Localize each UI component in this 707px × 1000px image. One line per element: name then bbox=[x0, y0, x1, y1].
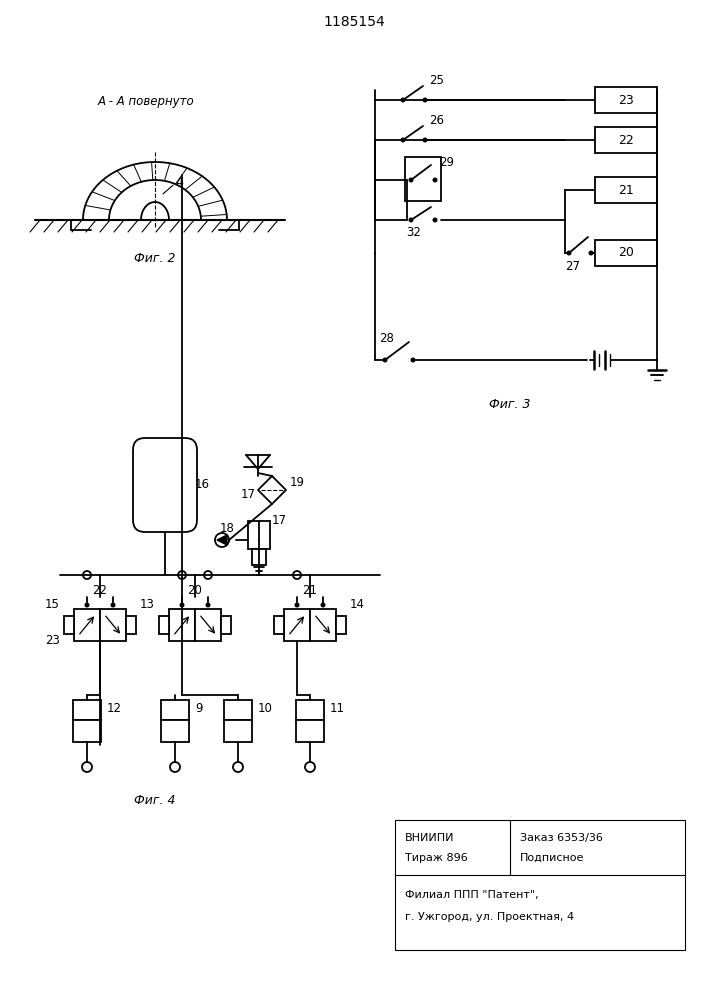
Circle shape bbox=[423, 137, 428, 142]
Text: 19: 19 bbox=[290, 476, 305, 488]
Bar bbox=[248, 521, 270, 549]
Text: 32: 32 bbox=[406, 227, 421, 239]
Text: Тираж 896: Тираж 896 bbox=[405, 853, 468, 863]
Text: 28: 28 bbox=[379, 332, 394, 344]
Circle shape bbox=[320, 602, 325, 607]
Circle shape bbox=[411, 358, 416, 362]
Bar bbox=[405, 157, 441, 201]
Text: 29: 29 bbox=[439, 156, 454, 169]
Bar bbox=[595, 177, 657, 203]
Text: 13: 13 bbox=[140, 598, 155, 611]
Bar bbox=[252, 549, 266, 565]
Bar bbox=[284, 609, 310, 641]
Text: 12: 12 bbox=[107, 702, 122, 714]
Bar bbox=[73, 700, 101, 720]
Text: 20: 20 bbox=[618, 246, 634, 259]
Text: 10: 10 bbox=[258, 702, 273, 714]
Circle shape bbox=[400, 137, 406, 142]
Text: 16: 16 bbox=[195, 479, 210, 491]
Text: 23: 23 bbox=[45, 634, 60, 647]
Bar bbox=[595, 87, 657, 113]
Circle shape bbox=[588, 250, 593, 255]
Bar bbox=[64, 616, 74, 634]
Bar bbox=[310, 609, 336, 641]
Bar bbox=[126, 616, 136, 634]
Bar bbox=[296, 720, 324, 742]
Circle shape bbox=[382, 358, 387, 362]
Text: 14: 14 bbox=[350, 598, 365, 611]
Text: 1185154: 1185154 bbox=[323, 15, 385, 29]
Circle shape bbox=[409, 218, 414, 223]
Bar bbox=[161, 700, 189, 720]
Bar bbox=[395, 820, 685, 950]
Circle shape bbox=[409, 178, 414, 182]
Bar bbox=[169, 609, 195, 641]
Bar bbox=[224, 720, 252, 742]
Text: 25: 25 bbox=[429, 74, 444, 87]
Text: 9: 9 bbox=[195, 702, 202, 714]
Bar bbox=[74, 609, 100, 641]
Text: 17: 17 bbox=[272, 514, 287, 526]
Polygon shape bbox=[217, 535, 227, 545]
Circle shape bbox=[110, 602, 115, 607]
Text: Фиг. 2: Фиг. 2 bbox=[134, 251, 176, 264]
Bar bbox=[221, 616, 231, 634]
Text: 27: 27 bbox=[565, 260, 580, 273]
Bar bbox=[73, 720, 101, 742]
Bar bbox=[159, 616, 169, 634]
Circle shape bbox=[433, 178, 438, 182]
Text: 4: 4 bbox=[175, 176, 183, 189]
Bar bbox=[296, 700, 324, 720]
Text: Фиг. 3: Фиг. 3 bbox=[489, 398, 531, 412]
Bar bbox=[274, 616, 284, 634]
Circle shape bbox=[433, 218, 438, 223]
Circle shape bbox=[85, 602, 90, 607]
Text: 15: 15 bbox=[45, 598, 60, 611]
Text: Фиг. 4: Фиг. 4 bbox=[134, 794, 176, 806]
Circle shape bbox=[295, 602, 300, 607]
Text: Заказ 6353/36: Заказ 6353/36 bbox=[520, 833, 603, 843]
Text: 21: 21 bbox=[618, 184, 634, 196]
Text: 23: 23 bbox=[618, 94, 634, 106]
Circle shape bbox=[566, 250, 571, 255]
Text: А - А повернуто: А - А повернуто bbox=[98, 96, 194, 108]
Text: ВНИИПИ: ВНИИПИ bbox=[405, 833, 455, 843]
Text: г. Ужгород, ул. Проектная, 4: г. Ужгород, ул. Проектная, 4 bbox=[405, 912, 574, 922]
Circle shape bbox=[423, 98, 428, 103]
Text: 11: 11 bbox=[330, 702, 345, 714]
Bar bbox=[100, 609, 126, 641]
Text: 18: 18 bbox=[220, 522, 235, 534]
Circle shape bbox=[180, 602, 185, 607]
Text: Подписное: Подписное bbox=[520, 853, 585, 863]
Bar bbox=[195, 609, 221, 641]
Text: 17: 17 bbox=[241, 488, 256, 502]
Text: 20: 20 bbox=[187, 584, 202, 597]
Text: 22: 22 bbox=[618, 133, 634, 146]
Text: 26: 26 bbox=[429, 113, 444, 126]
Circle shape bbox=[206, 602, 211, 607]
Circle shape bbox=[400, 98, 406, 103]
Bar bbox=[336, 616, 346, 634]
Bar bbox=[595, 240, 657, 266]
Text: Филиал ППП "Патент",: Филиал ППП "Патент", bbox=[405, 890, 539, 900]
Bar bbox=[224, 700, 252, 720]
Text: 21: 21 bbox=[303, 584, 317, 597]
Bar bbox=[595, 127, 657, 153]
Bar bbox=[161, 720, 189, 742]
Text: 22: 22 bbox=[93, 584, 107, 597]
